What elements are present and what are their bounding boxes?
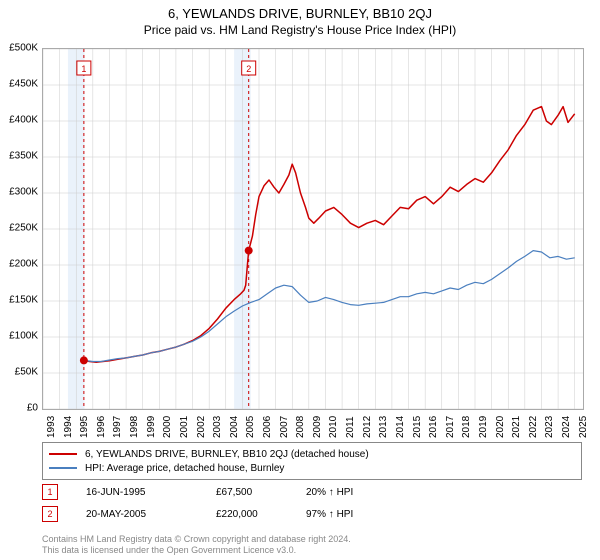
svg-text:2: 2 [246,64,251,74]
x-tick-label: 2019 [478,416,489,438]
x-tick-label: 2023 [544,416,555,438]
page-title: 6, YEWLANDS DRIVE, BURNLEY, BB10 2QJ [0,0,600,21]
legend-swatch-2 [49,467,77,469]
x-tick-label: 2004 [229,416,240,438]
footer-line-1: Contains HM Land Registry data © Crown c… [42,534,582,545]
y-tick-label: £500K [0,43,38,54]
x-tick-label: 1998 [129,416,140,438]
sale-date-2: 20-MAY-2005 [86,509,216,520]
y-tick-label: £150K [0,295,38,306]
x-tick-label: 2016 [428,416,439,438]
sale-row-1: 1 16-JUN-1995 £67,500 20% ↑ HPI [42,482,582,502]
x-tick-label: 2003 [212,416,223,438]
x-tick-label: 2009 [312,416,323,438]
x-tick-label: 2010 [328,416,339,438]
sale-price-1: £67,500 [216,487,306,498]
x-tick-label: 2006 [262,416,273,438]
sale-delta-2: 97% ↑ HPI [306,509,406,520]
y-tick-label: £50K [0,367,38,378]
y-tick-label: £200K [0,259,38,270]
x-tick-label: 2022 [528,416,539,438]
legend-label-1: 6, YEWLANDS DRIVE, BURNLEY, BB10 2QJ (de… [85,449,369,460]
x-tick-label: 2021 [511,416,522,438]
x-tick-label: 1993 [46,416,57,438]
y-tick-label: £250K [0,223,38,234]
x-tick-label: 2024 [561,416,572,438]
legend-swatch-1 [49,453,77,455]
x-tick-label: 2000 [162,416,173,438]
chart-svg: 12 [43,49,583,409]
x-tick-label: 2005 [245,416,256,438]
x-tick-label: 2011 [345,416,356,438]
legend-label-2: HPI: Average price, detached house, Burn… [85,463,284,474]
legend-box: 6, YEWLANDS DRIVE, BURNLEY, BB10 2QJ (de… [42,442,582,480]
y-tick-label: £100K [0,331,38,342]
sale-delta-1: 20% ↑ HPI [306,487,406,498]
x-tick-label: 1996 [96,416,107,438]
footer-line-2: This data is licensed under the Open Gov… [42,545,582,556]
y-tick-label: £0 [0,403,38,414]
sale-price-2: £220,000 [216,509,306,520]
x-tick-label: 2001 [179,416,190,438]
legend-row: HPI: Average price, detached house, Burn… [49,461,575,475]
y-tick-label: £450K [0,79,38,90]
x-tick-label: 1994 [63,416,74,438]
x-tick-label: 2020 [495,416,506,438]
x-tick-label: 2002 [196,416,207,438]
marker-box-2: 2 [42,506,58,522]
y-tick-label: £350K [0,151,38,162]
x-tick-label: 2018 [461,416,472,438]
footer-attribution: Contains HM Land Registry data © Crown c… [42,534,582,556]
svg-text:1: 1 [81,64,86,74]
x-tick-label: 2015 [412,416,423,438]
chart-plot-area: 12 [42,48,584,410]
sale-date-1: 16-JUN-1995 [86,487,216,498]
x-tick-label: 2017 [445,416,456,438]
marker-box-1: 1 [42,484,58,500]
y-tick-label: £400K [0,115,38,126]
x-tick-label: 2007 [279,416,290,438]
x-tick-label: 2012 [362,416,373,438]
x-tick-label: 2025 [578,416,589,438]
x-tick-label: 2014 [395,416,406,438]
page-subtitle: Price paid vs. HM Land Registry's House … [0,21,600,45]
x-tick-label: 2013 [378,416,389,438]
x-tick-label: 1995 [79,416,90,438]
x-tick-label: 1999 [146,416,157,438]
sale-row-2: 2 20-MAY-2005 £220,000 97% ↑ HPI [42,504,582,524]
legend-row: 6, YEWLANDS DRIVE, BURNLEY, BB10 2QJ (de… [49,447,575,461]
x-tick-label: 2008 [295,416,306,438]
y-tick-label: £300K [0,187,38,198]
x-tick-label: 1997 [112,416,123,438]
